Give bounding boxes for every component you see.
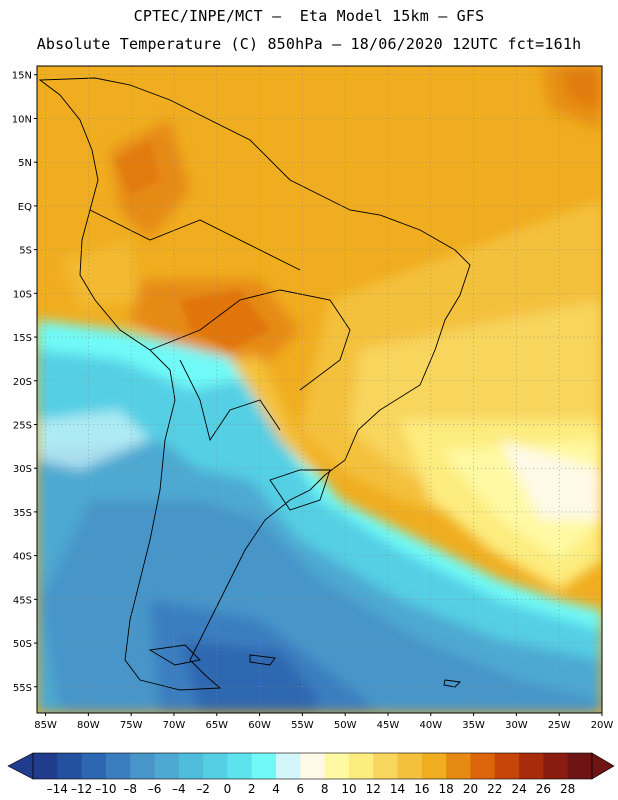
colorbar-swatch (300, 753, 326, 779)
lon-tick-label: 40W (419, 720, 442, 731)
lat-tick-label: 40S (13, 552, 32, 563)
colorbar-label: 22 (487, 782, 502, 796)
colorbar-swatch (227, 753, 253, 779)
map-subtitle: Absolute Temperature (C) 850hPa – 18/06/… (36, 35, 582, 53)
lat-tick-label: 10N (12, 114, 32, 125)
colorbar-swatch (33, 753, 58, 779)
colorbar-label: 20 (463, 782, 478, 796)
lon-tick-label: 35W (462, 720, 485, 731)
lon-tick-label: 45W (377, 720, 400, 731)
colorbar-label: 10 (341, 782, 356, 796)
colorbar-swatch (348, 753, 374, 779)
colorbar-swatch (446, 753, 471, 779)
longitude-labels: 85W 80W 75W 70W 65W 60W 55W 50W 45W 40W 35W 30W 25W 2… (34, 713, 613, 731)
lat-tick-label: 35S (13, 508, 32, 519)
colorbar-max-arrow (591, 752, 615, 780)
colorbar-label: 12 (366, 782, 381, 796)
colorbar-swatch (178, 753, 204, 779)
colorbar-swatch (397, 753, 423, 779)
map-title: CPTEC/INPE/MCT – Eta Model 15km – GFS (133, 7, 485, 25)
latitude-labels: 15N 10N 5N EQ 5S 10S 15S 20S 25S 30S 35S 40S 45S 50S 5… (12, 71, 37, 694)
lat-tick-label: 5S (19, 246, 32, 257)
colorbar-label: –4 (172, 782, 186, 796)
colorbar-frame (32, 752, 593, 780)
colorbar-label: 2 (248, 782, 256, 796)
colorbar-swatch (567, 753, 593, 779)
colorbar-label: –14 (47, 782, 68, 796)
lat-tick-label: 30S (13, 464, 32, 475)
colorbar-label: –10 (95, 782, 116, 796)
colorbar-swatch (470, 753, 496, 779)
colorbar-label: –2 (196, 782, 210, 796)
colorbar: –14 –12 –10 –8 –6 –4 –2 0 2 4 6 8 10 12 14 16 18 20 22 24 26… (7, 752, 615, 796)
lon-tick-label: 85W (34, 720, 57, 731)
colorbar-label: 8 (321, 782, 329, 796)
colorbar-swatch (57, 753, 83, 779)
colorbar-label: 14 (390, 782, 405, 796)
lat-tick-label: 25S (13, 420, 32, 431)
colorbar-label: –8 (123, 782, 137, 796)
colorbar-label: –6 (148, 782, 162, 796)
colorbar-label: 4 (272, 782, 280, 796)
colorbar-swatch (324, 753, 350, 779)
colorbar-label: 6 (297, 782, 305, 796)
lon-tick-label: 80W (77, 720, 100, 731)
colorbar-swatch (373, 753, 399, 779)
colorbar-label: 18 (439, 782, 454, 796)
colorbar-label: –12 (71, 782, 92, 796)
colorbar-min-arrow (7, 752, 34, 780)
lon-tick-label: 50W (334, 720, 357, 731)
colorbar-label: 16 (414, 782, 429, 796)
lat-tick-label: 10S (13, 289, 32, 300)
map-frame (36, 65, 603, 714)
lon-tick-label: 65W (205, 720, 228, 731)
lon-tick-label: 55W (291, 720, 314, 731)
colorbar-swatch (421, 753, 447, 779)
lon-tick-label: 30W (505, 720, 528, 731)
colorbar-swatch (543, 753, 569, 779)
coastlines (38, 77, 471, 691)
lat-tick-label: 55S (13, 683, 32, 694)
lon-tick-label: 25W (548, 720, 571, 731)
lon-tick-label: 70W (163, 720, 186, 731)
lat-tick-label: 45S (13, 595, 32, 606)
lat-tick-label: 5N (18, 158, 32, 169)
colorbar-swatch (276, 753, 301, 779)
lat-tick-label: 15N (12, 71, 32, 82)
lat-tick-label: 15S (13, 333, 32, 344)
lon-tick-label: 60W (248, 720, 271, 731)
colorbar-label: 28 (560, 782, 575, 796)
colorbar-swatch (154, 753, 180, 779)
colorbar-swatch (519, 753, 544, 779)
colorbar-swatch (203, 753, 228, 779)
temperature-field (37, 66, 602, 713)
lon-tick-label: 20W (591, 720, 614, 731)
colorbar-swatch (81, 753, 107, 779)
colorbar-swatch (494, 753, 520, 779)
lat-tick-label: 20S (13, 377, 32, 388)
colorbar-label: 26 (536, 782, 551, 796)
lon-tick-label: 75W (120, 720, 143, 731)
lat-tick-label: EQ (18, 202, 32, 213)
colorbar-swatch (130, 753, 156, 779)
colorbar-label: 24 (511, 782, 526, 796)
colorbar-label: 0 (224, 782, 232, 796)
colorbar-swatch (105, 753, 131, 779)
colorbar-swatch (251, 753, 277, 779)
lat-tick-label: 50S (13, 639, 32, 650)
